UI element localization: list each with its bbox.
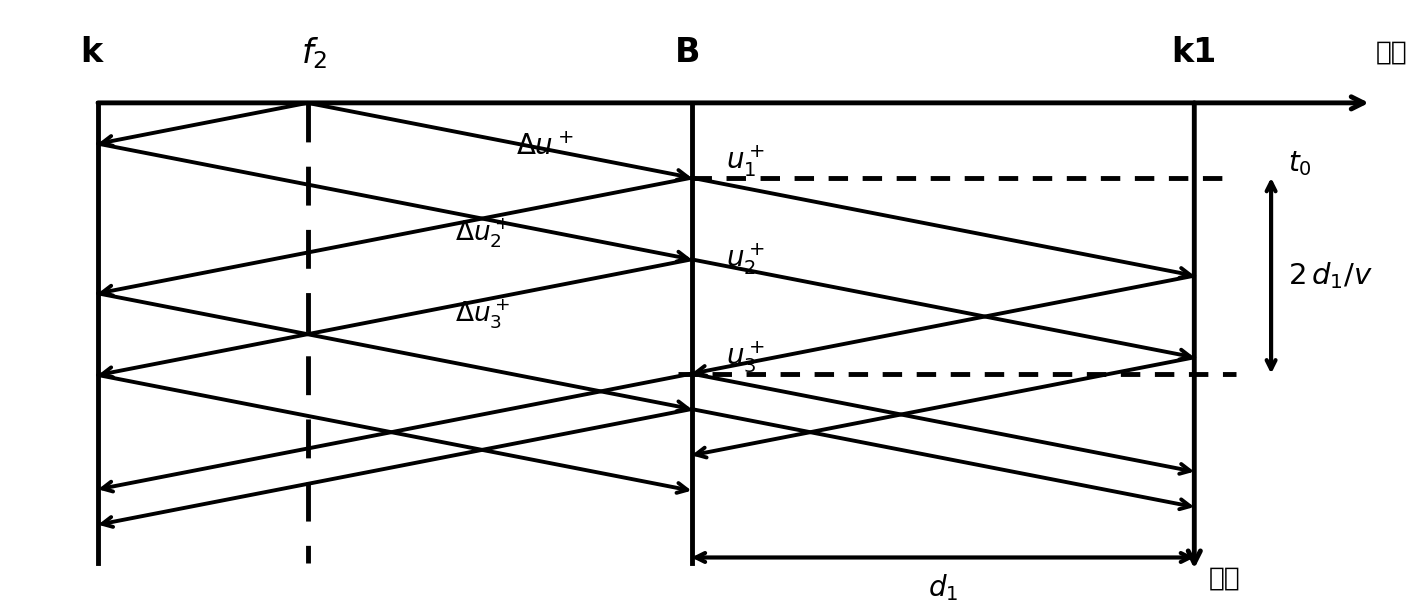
Text: $2\,d_1/v$: $2\,d_1/v$ [1288, 261, 1372, 291]
Text: B: B [674, 36, 700, 70]
Text: $\Delta u^+$: $\Delta u^+$ [516, 133, 574, 161]
Text: $\Delta u_3^+$: $\Delta u_3^+$ [455, 298, 510, 331]
Text: 距离: 距离 [1375, 40, 1408, 66]
Text: k: k [80, 36, 103, 70]
Text: $\Delta u_2^+$: $\Delta u_2^+$ [455, 216, 510, 249]
Text: $u_1^+$: $u_1^+$ [727, 143, 765, 179]
Text: k1: k1 [1171, 36, 1217, 70]
Text: $u_2^+$: $u_2^+$ [727, 241, 765, 277]
Text: $u_3^+$: $u_3^+$ [727, 339, 765, 375]
Text: $\mathit{t_0}$: $\mathit{t_0}$ [1288, 150, 1311, 178]
Text: 时间: 时间 [1208, 565, 1240, 592]
Text: $\mathit{f_2}$: $\mathit{f_2}$ [301, 35, 328, 71]
Text: $\mathit{d_1}$: $\mathit{d_1}$ [928, 573, 958, 603]
